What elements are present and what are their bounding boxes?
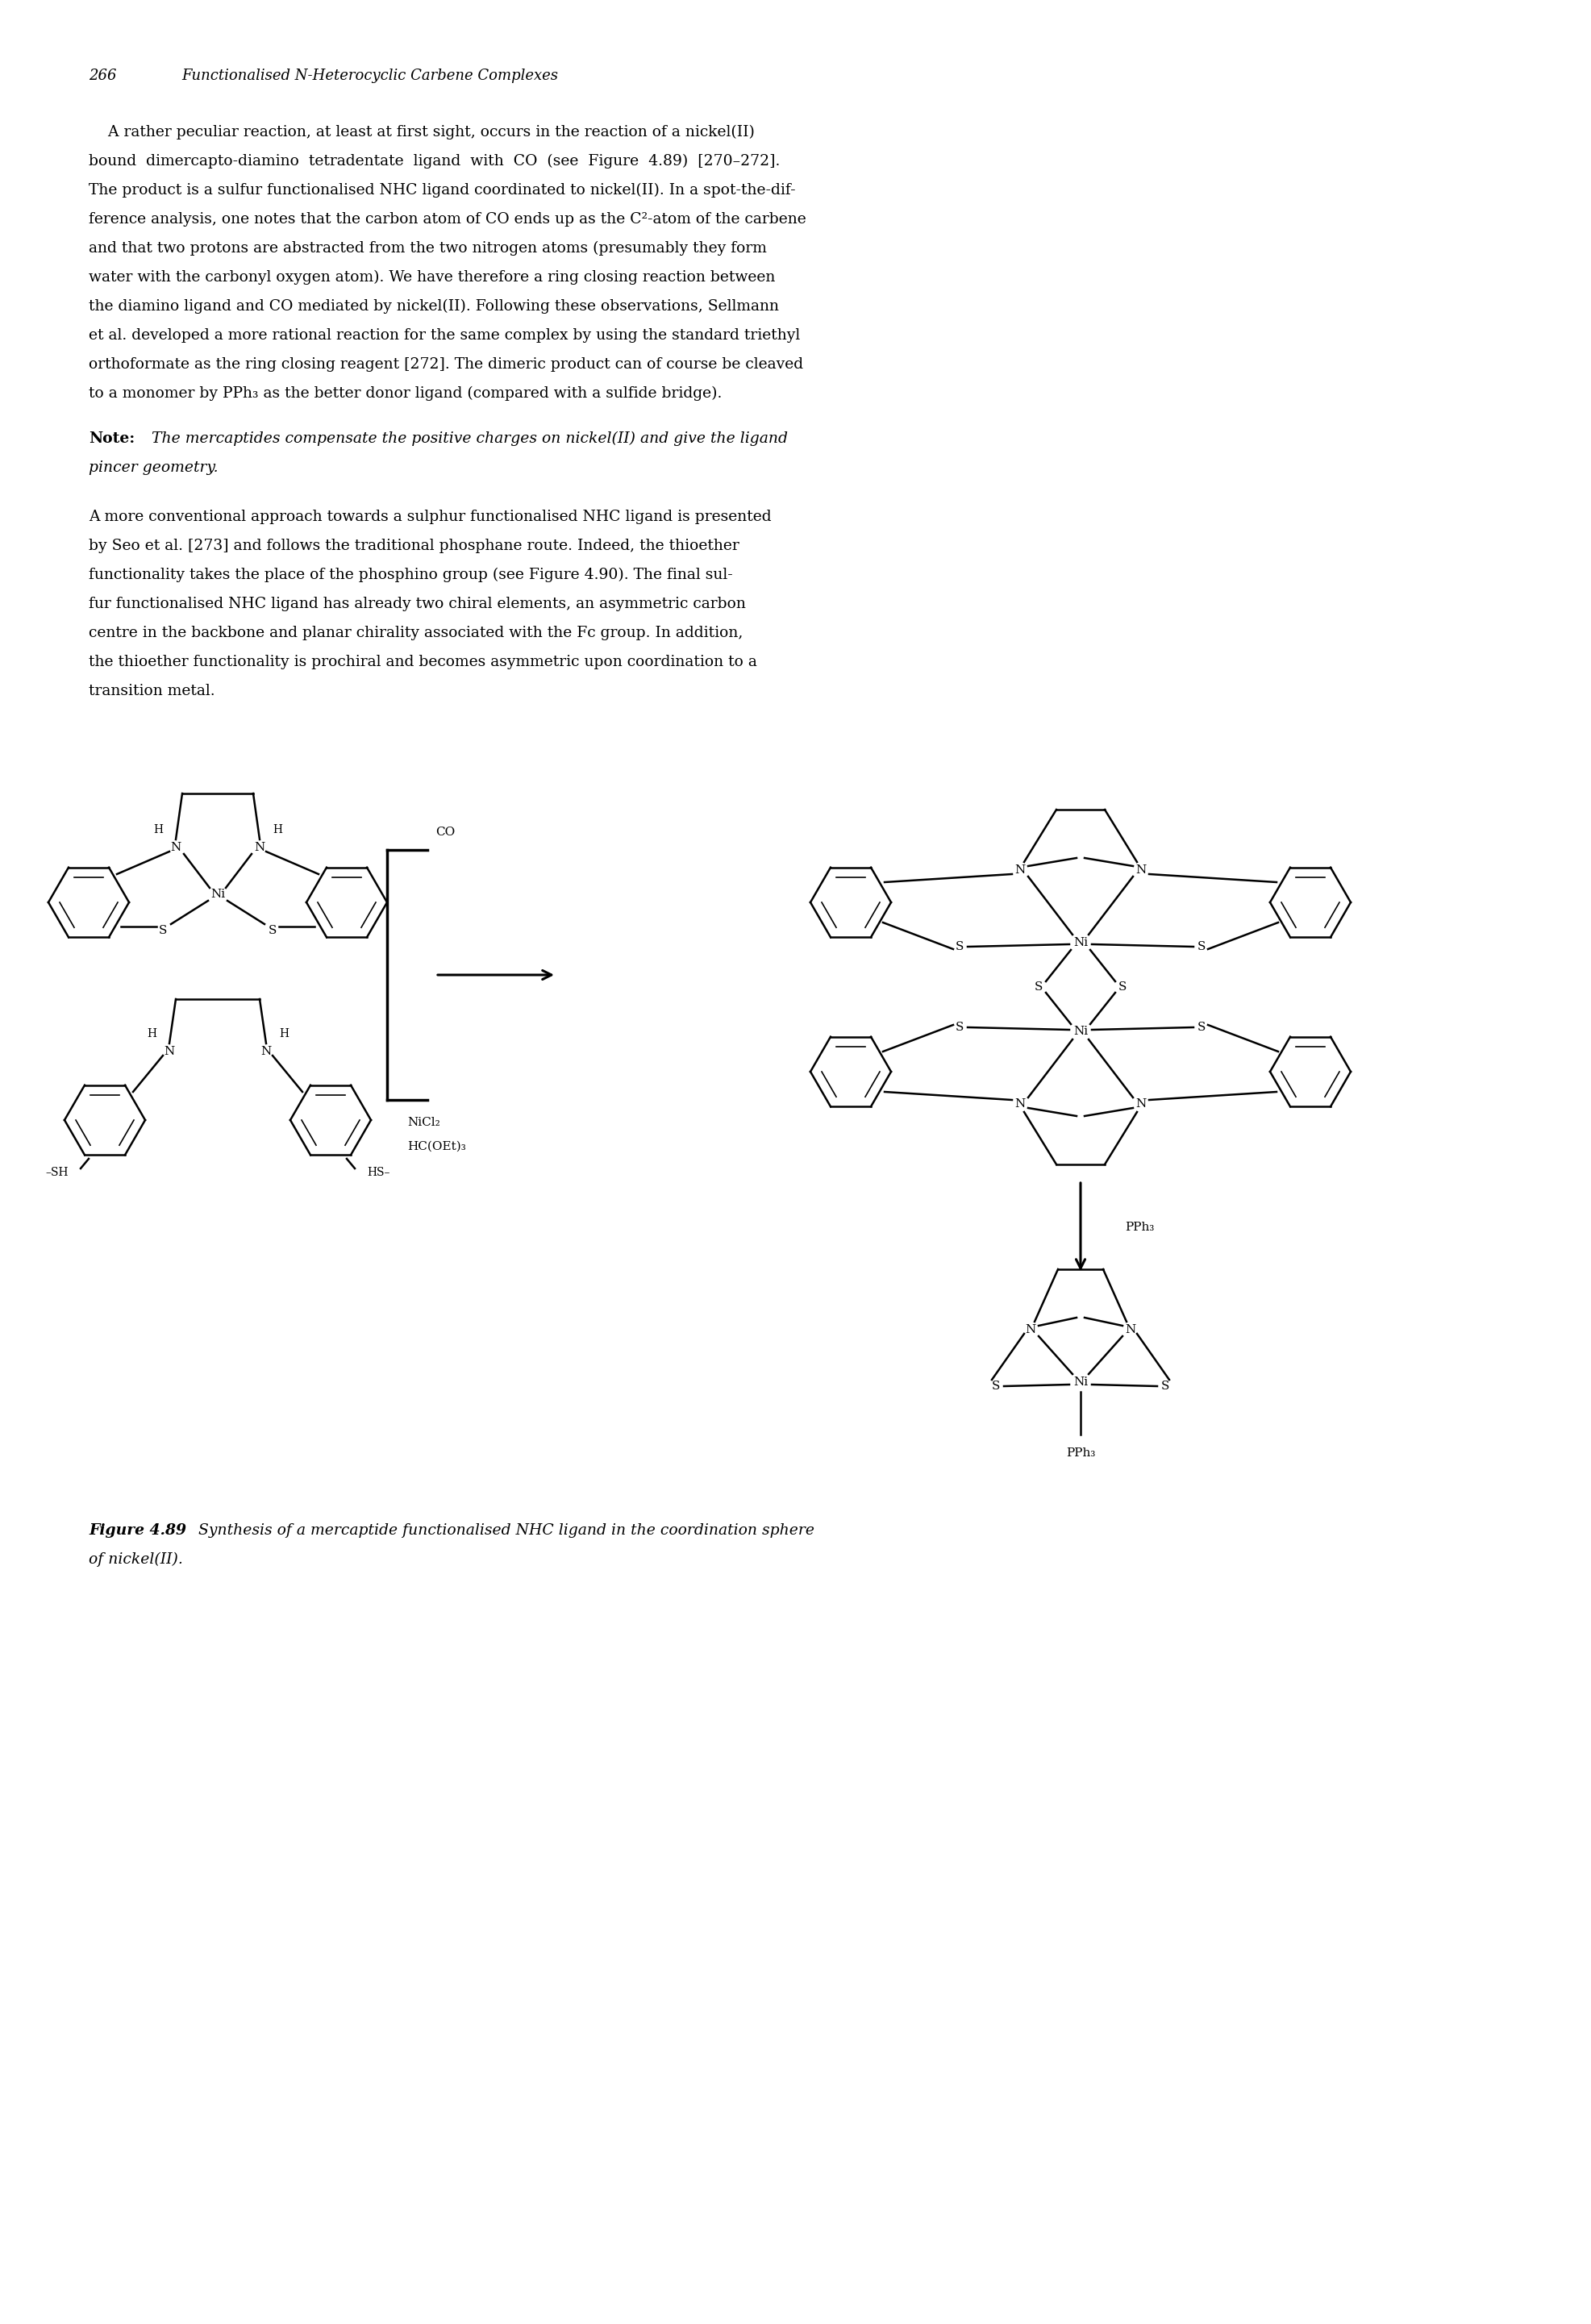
Text: NiCl₂: NiCl₂: [407, 1118, 441, 1127]
Text: bound  dimercapto-diamino  tetradentate  ligand  with  CO  (see  Figure  4.89)  : bound dimercapto-diamino tetradentate li…: [89, 153, 780, 170]
Text: N: N: [1025, 1325, 1036, 1336]
Text: N: N: [255, 841, 266, 853]
Text: ference analysis, one notes that the carbon atom of CO ends up as the C²-atom of: ference analysis, one notes that the car…: [89, 211, 807, 228]
Text: S: S: [1161, 1380, 1169, 1392]
Text: S: S: [1198, 941, 1206, 953]
Text: N: N: [164, 1046, 175, 1057]
Text: H: H: [272, 825, 282, 834]
Text: N: N: [1136, 1099, 1147, 1109]
Text: N: N: [1015, 865, 1026, 876]
Text: of nickel(II).: of nickel(II).: [89, 1552, 183, 1566]
Text: S: S: [956, 1023, 964, 1032]
Text: Ni: Ni: [1074, 1025, 1088, 1037]
Text: functionality takes the place of the phosphino group (see Figure 4.90). The ​fin: functionality takes the place of the pho…: [89, 567, 733, 583]
Text: S: S: [269, 925, 277, 937]
Text: H: H: [153, 825, 162, 834]
Text: orthoformate as the ring closing reagent [272]. The dimeric product can of cours: orthoformate as the ring closing reagent…: [89, 358, 803, 372]
Text: pincer geometry.: pincer geometry.: [89, 460, 218, 474]
Text: et al. developed a more rational reaction for the same complex by using the stan: et al. developed a more rational reactio…: [89, 328, 800, 342]
Text: water with the carbonyl oxygen atom). We have therefore a ring closing reaction : water with the carbonyl oxygen atom). We…: [89, 270, 775, 286]
Text: the thioether functionality is prochiral and becomes ​asymmetric ​upon ​coordina: the thioether functionality is prochiral…: [89, 655, 757, 669]
Text: Ni: Ni: [1074, 1376, 1088, 1387]
Text: fur functionalised NHC ligand has already two chiral elements, an ​asymmetric ​c: fur functionalised NHC ligand has alread…: [89, 597, 746, 611]
Text: by Seo ​et al.​ [273] and follows the traditional phosphane route. Indeed, the t: by Seo ​et al.​ [273] and follows the tr…: [89, 539, 740, 553]
Text: S: S: [956, 941, 964, 953]
Text: H: H: [146, 1027, 156, 1039]
Text: CO: CO: [436, 827, 455, 839]
Text: centre in the backbone and planar chirality associated ​with ​the Fc group. ​In : centre in the backbone and planar chiral…: [89, 625, 743, 641]
Text: to a monomer by PPh₃ as the better donor ligand (compared with a sulfide bridge): to a monomer by PPh₃ as the better donor…: [89, 386, 722, 402]
Text: –SH: –SH: [46, 1167, 68, 1178]
Text: Ni: Ni: [210, 888, 224, 899]
Text: Note:: Note:: [89, 432, 135, 446]
Text: N: N: [1015, 1099, 1026, 1109]
Text: N: N: [1125, 1325, 1136, 1336]
Text: N: N: [170, 841, 181, 853]
Text: A more conventional approach towards a sulphur functionalised NHC ligand is pres: A more conventional approach towards a s…: [89, 509, 772, 525]
Text: S: S: [1034, 981, 1042, 992]
Text: Functionalised N-Heterocyclic Carbene Complexes: Functionalised N-Heterocyclic Carbene Co…: [181, 67, 558, 84]
Text: N: N: [1136, 865, 1147, 876]
Text: PPh₃: PPh₃: [1066, 1448, 1095, 1459]
Text: Ni: Ni: [1074, 937, 1088, 948]
Text: HS–: HS–: [368, 1167, 390, 1178]
Text: HC(OEt)₃: HC(OEt)₃: [407, 1141, 466, 1153]
Text: A rather peculiar reaction, at least at first sight, occurs in the reaction of a: A rather peculiar reaction, at least at …: [89, 125, 754, 139]
Text: The mercaptides compensate the positive charges on nickel(II) and give ​the ​lig: The mercaptides compensate the positive …: [146, 432, 788, 446]
Text: Figure 4.89: Figure 4.89: [89, 1522, 186, 1538]
Text: The product is a sulfur functionalised NHC ligand coordinated to nickel(II). In : The product is a sulfur functionalised N…: [89, 184, 796, 198]
Text: and that two protons are abstracted from the two nitrogen atoms (presumably they: and that two protons are abstracted from…: [89, 242, 767, 256]
Text: S: S: [991, 1380, 1001, 1392]
Text: 266: 266: [89, 67, 116, 84]
Text: the diamino ligand and CO mediated by nickel(II). Following these observations, : the diamino ligand and CO mediated by ni…: [89, 300, 780, 314]
Text: Synthesis of a mercaptide functionalised NHC ligand in the coordination sphere: Synthesis of a mercaptide functionalised…: [185, 1522, 815, 1538]
Text: S: S: [1198, 1023, 1206, 1032]
Text: S: S: [1118, 981, 1126, 992]
Text: transition metal.: transition metal.: [89, 683, 215, 697]
Text: PPh₃: PPh₃: [1125, 1222, 1153, 1232]
Text: H: H: [278, 1027, 288, 1039]
Text: S: S: [159, 925, 167, 937]
Text: N: N: [261, 1046, 272, 1057]
